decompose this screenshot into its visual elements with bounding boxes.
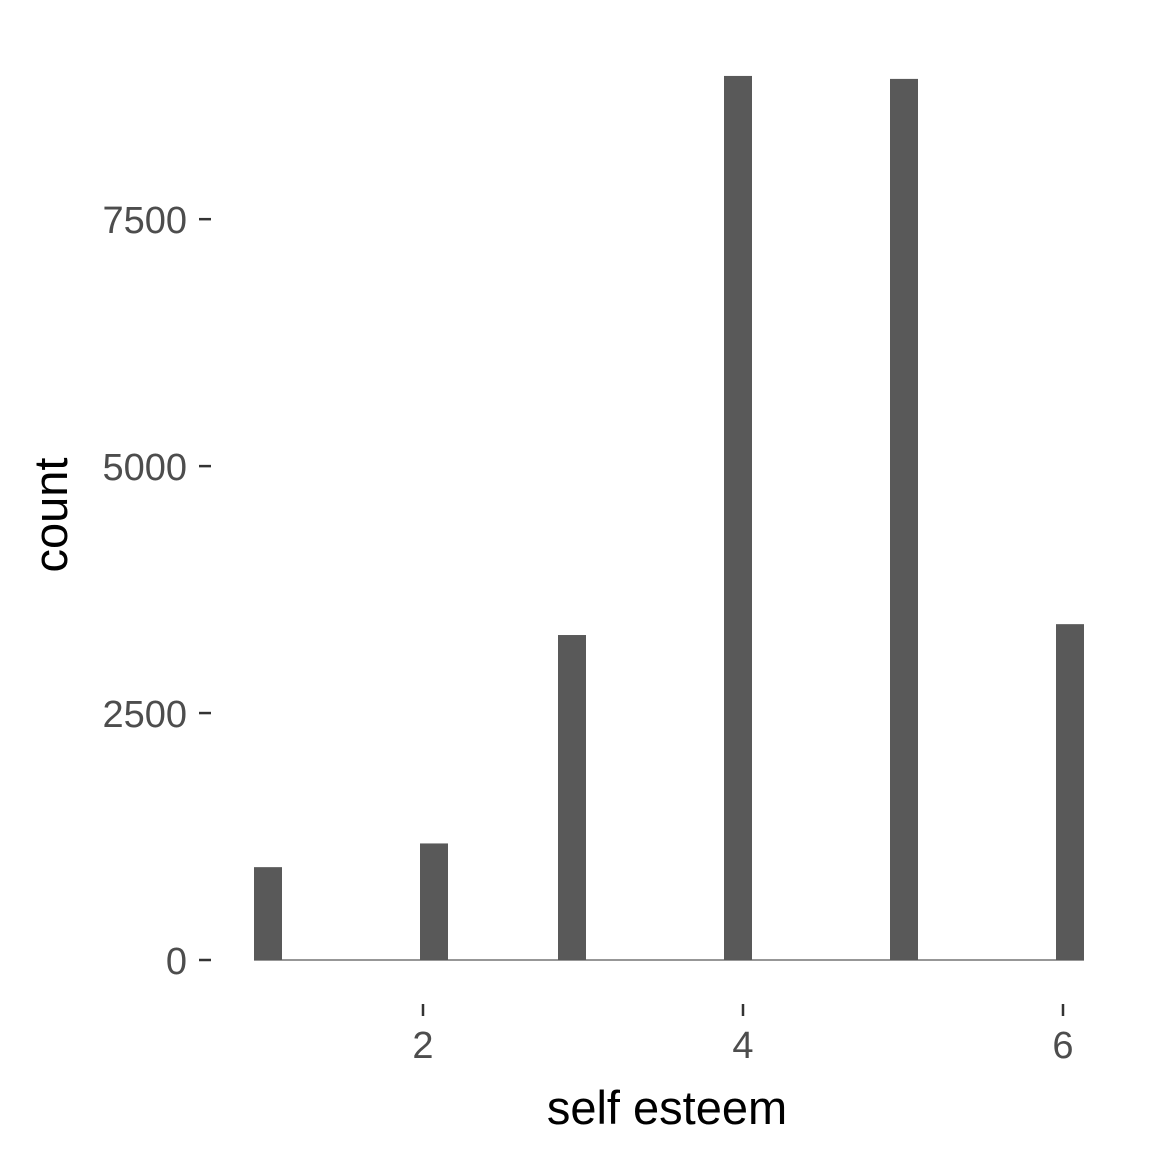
x-tick-label: 4 bbox=[732, 1025, 753, 1067]
y-tick-label: 0 bbox=[166, 941, 187, 983]
y-tick-label: 5000 bbox=[102, 447, 187, 489]
bar bbox=[724, 75, 752, 960]
bar bbox=[558, 635, 586, 960]
x-axis-title: self esteem bbox=[547, 1081, 787, 1134]
x-axis: 2 4 6 bbox=[412, 1004, 1074, 1067]
y-axis: 0 2500 5000 7500 bbox=[102, 200, 211, 983]
bar bbox=[890, 78, 918, 960]
x-tick-label: 6 bbox=[1052, 1025, 1073, 1067]
bar bbox=[420, 843, 448, 960]
y-axis-title: count bbox=[24, 458, 77, 573]
bars-group bbox=[254, 75, 1084, 960]
y-tick-label: 2500 bbox=[102, 694, 187, 736]
bar bbox=[1056, 624, 1084, 960]
x-tick-label: 2 bbox=[412, 1025, 433, 1067]
bar bbox=[254, 867, 282, 960]
y-tick-label: 7500 bbox=[102, 200, 187, 242]
